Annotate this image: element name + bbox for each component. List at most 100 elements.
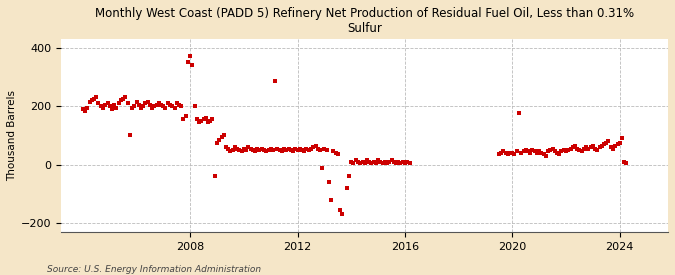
Point (281, 148, 292, 152)
Point (207, 117, 218, 122)
Point (366, 161, 377, 165)
Point (252, 146, 263, 151)
Point (319, 146, 330, 151)
Point (398, 160, 408, 164)
Point (129, 104, 140, 108)
Point (545, 148, 556, 152)
Point (355, 161, 366, 165)
Y-axis label: Thousand Barrels: Thousand Barrels (7, 90, 17, 181)
Point (516, 151, 526, 155)
Point (381, 161, 392, 165)
Point (505, 151, 516, 155)
Point (578, 146, 589, 151)
Point (142, 100, 153, 104)
Point (565, 146, 576, 151)
Point (359, 161, 370, 165)
Point (317, 165, 327, 170)
Point (330, 151, 341, 155)
Point (234, 148, 245, 152)
Point (247, 148, 258, 152)
Point (279, 146, 290, 151)
Point (590, 146, 601, 151)
Point (570, 143, 580, 148)
Point (102, 101, 113, 105)
Point (120, 95, 131, 100)
Point (315, 148, 325, 152)
Point (502, 152, 513, 156)
Point (93, 101, 104, 105)
Point (185, 54, 196, 59)
Point (180, 114, 191, 119)
Point (543, 149, 554, 154)
Point (541, 154, 551, 158)
Point (156, 103, 167, 107)
Point (238, 146, 249, 151)
Point (153, 101, 164, 105)
Point (117, 97, 128, 101)
Point (230, 145, 240, 149)
Point (165, 103, 176, 107)
Point (88, 97, 99, 101)
Point (288, 149, 298, 154)
Point (585, 145, 596, 149)
Point (364, 160, 375, 164)
Point (259, 148, 269, 152)
Point (124, 133, 135, 138)
Point (594, 145, 605, 149)
Point (344, 174, 354, 178)
Point (218, 133, 229, 138)
Point (209, 174, 220, 178)
Point (576, 149, 587, 154)
Point (192, 117, 202, 122)
Point (223, 146, 234, 151)
Point (337, 212, 348, 216)
Point (265, 146, 276, 151)
Point (568, 145, 578, 149)
Point (122, 101, 133, 105)
Point (373, 158, 383, 163)
Point (393, 160, 404, 164)
Point (536, 151, 547, 155)
Point (384, 160, 395, 164)
Point (498, 149, 509, 154)
Point (348, 161, 359, 165)
Point (91, 95, 102, 100)
Point (592, 148, 603, 152)
Point (286, 148, 296, 152)
Point (202, 120, 213, 124)
Point (236, 149, 247, 154)
Point (133, 103, 144, 107)
Point (321, 148, 332, 152)
Point (308, 145, 319, 149)
Point (599, 142, 610, 146)
Point (522, 149, 533, 154)
Point (221, 145, 232, 149)
Point (261, 149, 271, 154)
Point (250, 149, 261, 154)
Point (149, 104, 160, 108)
Point (509, 152, 520, 156)
Point (610, 143, 620, 148)
Point (518, 149, 529, 154)
Point (107, 107, 117, 111)
Point (284, 146, 294, 151)
Point (95, 104, 106, 108)
Point (113, 101, 124, 105)
Point (270, 79, 281, 84)
Point (608, 146, 618, 151)
Point (86, 98, 97, 103)
Point (212, 141, 223, 145)
Point (583, 146, 594, 151)
Point (100, 103, 111, 107)
Point (547, 146, 558, 151)
Point (104, 104, 115, 108)
Point (178, 117, 189, 122)
Point (339, 233, 350, 237)
Point (563, 148, 574, 152)
Point (98, 105, 109, 110)
Point (352, 160, 363, 164)
Point (539, 152, 549, 156)
Point (554, 152, 565, 156)
Point (532, 151, 543, 155)
Point (301, 146, 312, 151)
